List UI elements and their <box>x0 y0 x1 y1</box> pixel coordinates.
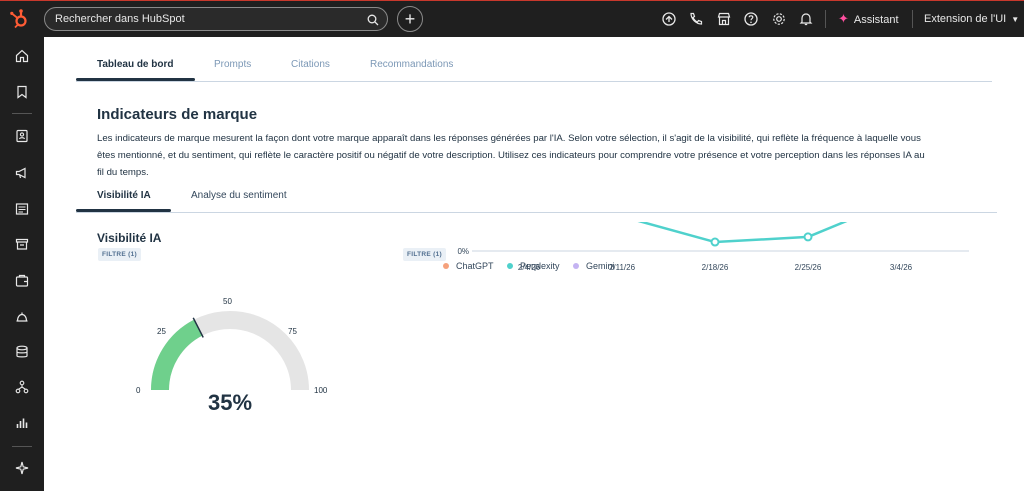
plus-icon: + <box>404 9 416 29</box>
x-tick-label: 2/25/26 <box>795 263 822 272</box>
commerce-icon[interactable] <box>14 236 30 252</box>
automation-icon[interactable] <box>14 379 30 395</box>
marketing-icon[interactable] <box>14 165 30 181</box>
assistant-label: Assistant <box>853 14 899 26</box>
data-point-perplexity[interactable] <box>710 237 720 247</box>
section-title: Indicateurs de marque <box>97 106 258 123</box>
search-icon[interactable] <box>367 13 379 26</box>
ui-extension-label: Extension de l'UI <box>924 13 1007 25</box>
ui-extension-menu[interactable]: Extension de l'UI ▼ <box>924 9 1019 29</box>
x-tick-label: 3/4/26 <box>890 263 913 272</box>
legend-label-gemini[interactable]: Gemini <box>586 261 615 271</box>
home-icon[interactable] <box>14 48 30 64</box>
secondary-tabs: Visibilité IA Analyse du sentiment <box>76 185 997 213</box>
legend-swatch-perplexity <box>507 263 513 269</box>
notifications-icon[interactable] <box>798 11 814 27</box>
sparkle-icon: ✦ <box>838 11 849 26</box>
legend-label-chatgpt[interactable]: ChatGPT <box>456 261 494 271</box>
content-icon[interactable] <box>14 201 30 217</box>
gauge-filter-tag[interactable]: FILTRE (1) <box>98 248 142 261</box>
series-line-perplexity <box>637 222 848 244</box>
active-tab-indicator <box>76 78 195 81</box>
tab-citations[interactable]: Citations <box>291 59 330 70</box>
left-sidebar <box>0 37 44 491</box>
help-icon[interactable] <box>743 11 759 27</box>
search-box[interactable] <box>44 7 388 31</box>
tab-ai-visibility[interactable]: Visibilité IA <box>97 190 151 201</box>
visibility-line-chart: ChatGPTPerplexityGemini0%25%50%75%100%2/… <box>443 222 969 272</box>
tab-dashboard[interactable]: Tableau de bord <box>97 59 174 70</box>
reporting-icon[interactable] <box>14 415 30 431</box>
y-tick-label: 25% <box>453 222 469 224</box>
data-point-perplexity[interactable] <box>803 232 813 242</box>
legend-label-perplexity[interactable]: Perplexity <box>520 261 560 271</box>
gauge-tick-50: 50 <box>223 297 232 306</box>
topbar-divider <box>825 10 826 28</box>
data-icon[interactable] <box>14 344 30 360</box>
visibility-gauge: 0 100 25 50 75 35% <box>136 297 328 415</box>
contacts-icon[interactable] <box>14 128 30 144</box>
main-content: Tableau de bord Prompts Citations Recomm… <box>44 37 1024 491</box>
legend-swatch-chatgpt <box>443 263 449 269</box>
search-input[interactable] <box>55 8 355 30</box>
section-description: Les indicateurs de marque mesurent la fa… <box>97 133 925 178</box>
gauge-min-label: 0 <box>136 386 141 395</box>
sales-icon[interactable] <box>14 273 30 289</box>
bookmark-icon[interactable] <box>14 84 30 100</box>
primary-tabs: Tableau de bord Prompts Citations Recomm… <box>76 53 992 82</box>
caret-down-icon: ▼ <box>1011 15 1020 24</box>
gauge-marker <box>192 317 204 338</box>
breeze-icon[interactable] <box>14 460 30 476</box>
assistant-button[interactable]: ✦ Assistant <box>838 9 899 29</box>
marketplace-icon[interactable] <box>716 11 732 27</box>
sidebar-divider <box>12 113 32 114</box>
hubspot-logo-icon[interactable] <box>8 8 30 30</box>
active-subtab-indicator <box>76 209 171 212</box>
chart-filter-tag[interactable]: FILTRE (1) <box>403 248 447 261</box>
tab-recommendations[interactable]: Recommandations <box>370 59 454 70</box>
gauge-value-label: 35% <box>208 390 252 415</box>
legend-swatch-gemini <box>573 263 579 269</box>
x-tick-label: 2/11/26 <box>609 263 636 272</box>
gauge-tick-75: 75 <box>288 327 297 336</box>
tab-sentiment-analysis[interactable]: Analyse du sentiment <box>191 190 287 201</box>
phone-icon[interactable] <box>688 11 704 27</box>
sidebar-divider <box>12 446 32 447</box>
x-tick-label: 2/18/26 <box>702 263 729 272</box>
create-button[interactable]: + <box>397 6 423 32</box>
gauge-card-title: Visibilité IA <box>97 231 162 245</box>
settings-icon[interactable] <box>771 11 787 27</box>
tab-prompts[interactable]: Prompts <box>214 59 252 70</box>
top-navigation-bar: + ✦ Assistant Extension de l'UI ▼ <box>0 0 1024 37</box>
service-icon[interactable] <box>14 309 30 325</box>
x-tick-label: 2/4/26 <box>518 263 541 272</box>
gauge-max-label: 100 <box>314 386 328 395</box>
y-tick-label: 0% <box>457 247 469 256</box>
topbar-divider <box>912 10 913 28</box>
gauge-tick-25: 25 <box>157 327 166 336</box>
gauge-fill <box>151 319 203 391</box>
upgrade-icon[interactable] <box>661 11 677 27</box>
